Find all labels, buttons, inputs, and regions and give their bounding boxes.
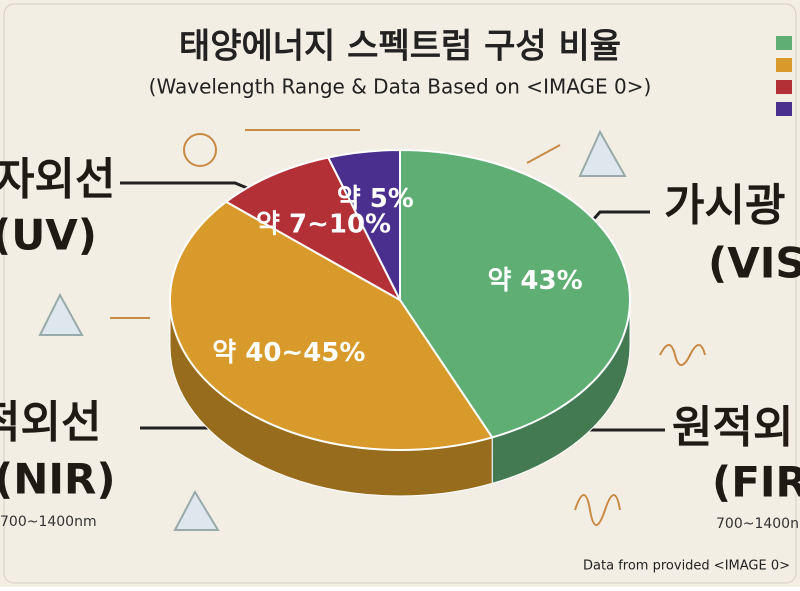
prism-icon — [38, 292, 84, 336]
annotation-code: (UV) — [0, 211, 97, 260]
chart-subtitle: (Wavelength Range & Data Based on <IMAGE… — [149, 75, 652, 99]
value-label: 약 7~10% — [256, 210, 391, 240]
wave-icon — [574, 494, 621, 526]
legend-swatch — [776, 80, 792, 94]
value-label: 약 5% — [337, 184, 414, 214]
decorations — [38, 129, 706, 531]
annotation-code: (FIR — [712, 458, 800, 507]
deco-line — [526, 144, 561, 164]
slice — [399, 148, 631, 439]
wave-icon — [659, 344, 706, 366]
pie: 약 43% 약 40~45% 약 7~10%약 5% — [169, 148, 631, 497]
annotation-name: 가시광 — [664, 180, 785, 231]
legend-swatch — [776, 102, 792, 116]
prism-icon — [578, 129, 627, 177]
annotation-range: 700~1400nm — [716, 516, 800, 532]
annotation-name: 원적외 — [672, 402, 793, 453]
annotation-code: (NIR) — [0, 455, 116, 504]
legend-swatch — [776, 36, 792, 50]
slice — [169, 200, 494, 451]
frame — [3, 3, 797, 584]
annotation-name: 자외선 — [0, 154, 115, 205]
annotation-name: 적외선 — [0, 397, 101, 448]
slice — [224, 156, 403, 303]
slice — [326, 148, 401, 301]
legend-swatch — [776, 58, 792, 72]
value-label: 약 40~45% — [212, 338, 365, 368]
sun-icon — [183, 133, 217, 167]
annotation-range: 700~1400nm — [0, 514, 97, 530]
annotation-code: (VIS — [708, 239, 800, 288]
chart-title: 태양에너지 스펙트럼 구성 비율 — [179, 27, 621, 67]
prism-icon — [173, 489, 220, 531]
value-label: 약 43% — [487, 266, 582, 296]
source-note: Data from provided <IMAGE 0> — [583, 559, 790, 574]
